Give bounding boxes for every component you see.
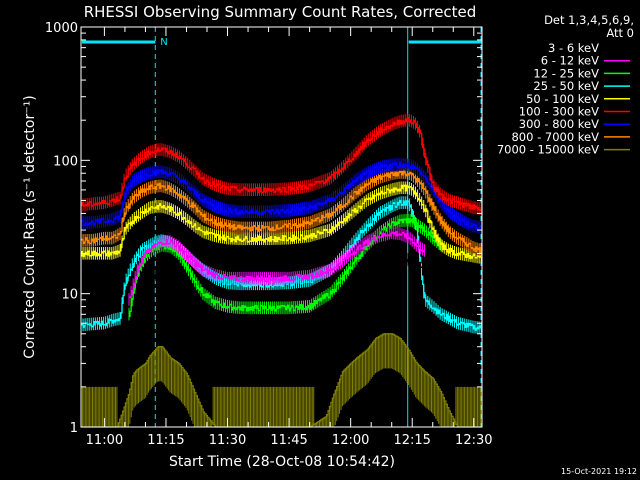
legend-entry-label: 6 - 12 keV (541, 54, 599, 68)
chart-title: RHESSI Observing Summary Count Rates, Co… (84, 3, 477, 21)
x-tick-label: 12:00 (332, 433, 369, 448)
y-tick-label: 10 (61, 288, 78, 303)
y-tick-label: 1 (70, 421, 78, 436)
series-path (81, 116, 482, 211)
footer-date: 15-Oct-2021 19:12 (561, 467, 637, 476)
series-path (81, 170, 482, 254)
legend-entry-label: 100 - 300 keV (519, 105, 599, 119)
legend-entry-label: 800 - 7000 keV (511, 130, 599, 144)
y-tick-label: 100 (53, 154, 78, 169)
series-7000-15000-keV-line (80, 333, 483, 428)
y-tick-label: 1000 (45, 21, 78, 36)
x-tick-label: 11:15 (147, 433, 184, 448)
series-100-300-keV-line (80, 113, 482, 216)
x-tick-label: 12:30 (455, 433, 492, 448)
legend-entry-label: 12 - 25 keV (533, 66, 599, 80)
series-800-7000-keV-line (80, 166, 482, 257)
x-axis: 11:00 11:15 11:30 11:45 12:00 12:15 12:30 (86, 27, 493, 448)
legend-header-line-2: Att 0 (606, 26, 634, 40)
series-6-12-keV-line (128, 226, 426, 306)
y-axis: 1 10 100 1000 (45, 21, 482, 436)
legend-entry-label: 7000 - 15000 keV (497, 143, 599, 157)
y-axis-label: Corrected Count Rate (s⁻¹ detector⁻¹) (22, 95, 38, 358)
x-tick-label: 11:30 (209, 433, 246, 448)
series-plot-area (80, 113, 483, 428)
legend-entry-label: 50 - 100 keV (526, 92, 599, 106)
series-3-6-keV-line (128, 251, 442, 344)
series-path (81, 161, 482, 231)
x-tick-label: 11:00 (86, 433, 123, 448)
legend-entry-label: 3 - 6 keV (548, 41, 599, 55)
plot-frame (80, 26, 483, 428)
night-marker-label: N (160, 37, 167, 48)
legend-entry-label: 300 - 800 keV (519, 117, 599, 131)
x-tick-label: 12:15 (393, 433, 430, 448)
series-300-800-keV-line (80, 158, 482, 235)
legend-entry-label: 25 - 50 keV (533, 79, 599, 93)
x-tick-label: 11:45 (270, 433, 307, 448)
legend-header-line-1: Det 1,3,4,5,6,9, (544, 13, 634, 27)
x-axis-label: Start Time (28-Oct-08 10:54:42) (169, 454, 395, 470)
series-path (81, 184, 482, 260)
